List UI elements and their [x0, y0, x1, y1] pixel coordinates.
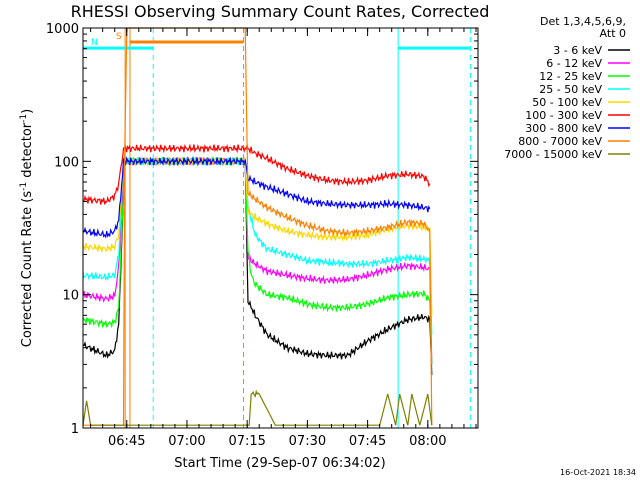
x-tick-label: 07:15	[228, 434, 265, 449]
y-tick-label: 1	[71, 422, 79, 437]
legend-label: 7000 - 15000 keV	[504, 148, 602, 161]
y-label-part: )	[20, 109, 35, 114]
y-tick-label: 100	[54, 155, 79, 170]
x-tick-label: 08:00	[409, 434, 446, 449]
y-axis-label: Corrected Count Rate (s-1 detector-1)	[19, 109, 35, 347]
legend-header: Det 1,3,4,5,6,9,	[540, 15, 626, 28]
plot-area: SN	[82, 27, 471, 428]
flag-label: S	[116, 32, 122, 42]
plot-frame	[82, 27, 479, 429]
legend-label: 800 - 7000 keV	[518, 135, 602, 148]
x-tick-label: 06:45	[108, 434, 145, 449]
timestamp: 16-Oct-2021 18:34	[560, 468, 636, 477]
y-label-superscript: -1	[19, 114, 29, 123]
y-label-part: Corrected Count Rate (s	[20, 191, 35, 348]
x-tick-label: 07:45	[349, 434, 386, 449]
flag-label: N	[91, 38, 98, 48]
legend-label: 3 - 6 keV	[553, 44, 602, 57]
x-tick-label: 07:00	[168, 434, 205, 449]
legend-header: Att 0	[600, 27, 626, 40]
y-tick-label: 1000	[46, 22, 79, 37]
series-line	[82, 156, 433, 375]
legend-label: 12 - 25 keV	[539, 70, 602, 83]
series-line	[82, 389, 433, 426]
legend-label: 6 - 12 keV	[546, 57, 602, 70]
chart-title: RHESSI Observing Summary Count Rates, Co…	[71, 2, 490, 21]
axes: 1 10 100 1000 06:45 07:00 07:15 07:30 07:45 08:00	[46, 22, 479, 449]
series-line	[83, 27, 433, 426]
series-line	[82, 156, 431, 239]
x-tick-label: 07:30	[289, 434, 326, 449]
y-label-part: detector	[20, 122, 35, 182]
series-line	[82, 155, 433, 335]
legend-label: 25 - 50 keV	[539, 83, 602, 96]
y-tick-label: 10	[62, 289, 79, 304]
legend-label: 100 - 300 keV	[525, 109, 602, 122]
series-line	[82, 143, 431, 205]
y-label-superscript: -1	[19, 182, 29, 191]
legend-label: 300 - 800 keV	[525, 122, 602, 135]
legend-label: 50 - 100 keV	[532, 96, 602, 109]
x-axis-label: Start Time (29-Sep-07 06:34:02)	[174, 456, 385, 471]
